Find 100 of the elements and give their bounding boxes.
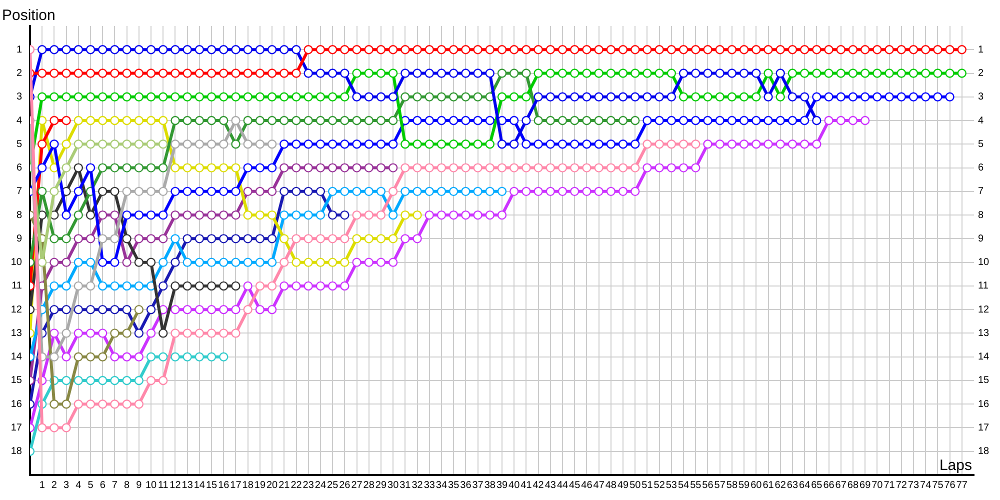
point — [50, 352, 59, 362]
point — [280, 258, 289, 267]
point — [182, 163, 192, 172]
x-tick-label: 48 — [605, 480, 617, 491]
point — [74, 210, 84, 220]
point — [328, 234, 338, 244]
point — [134, 234, 144, 244]
x-tick-label: 50 — [630, 480, 642, 491]
y-tick-label: 16 — [10, 398, 22, 410]
point — [424, 186, 434, 196]
y2-tick-label: 8 — [978, 210, 984, 221]
x-tick-label: 57 — [714, 480, 726, 491]
point — [50, 234, 59, 244]
x-tick-label: 9 — [136, 480, 142, 491]
x-tick-label: 56 — [702, 480, 714, 491]
point — [134, 116, 144, 126]
point — [304, 186, 313, 196]
point — [510, 68, 519, 78]
point — [352, 210, 362, 220]
point — [98, 234, 108, 244]
x-tick-label: 55 — [690, 480, 702, 491]
point — [388, 116, 398, 126]
point — [74, 352, 84, 362]
point — [219, 163, 228, 172]
point — [473, 92, 482, 102]
point — [134, 140, 144, 149]
x-tick-label: 34 — [436, 480, 448, 491]
y-tick-label: 7 — [16, 186, 22, 198]
point — [267, 234, 277, 244]
point — [231, 328, 240, 338]
y2-tick-label: 18 — [978, 446, 990, 458]
y2-tick-label: 1 — [978, 44, 984, 56]
point — [219, 328, 228, 338]
point — [267, 258, 277, 267]
point — [50, 258, 59, 267]
point — [182, 116, 192, 126]
x-tick-label: 35 — [448, 480, 460, 491]
point — [340, 163, 350, 172]
y2-tick-label: 4 — [978, 115, 984, 126]
point — [170, 352, 180, 362]
x-tick-label: 2 — [51, 480, 58, 491]
point — [110, 234, 120, 244]
point — [231, 140, 240, 149]
point — [158, 163, 168, 172]
point — [158, 140, 168, 149]
point — [86, 210, 96, 220]
y2-tick-label: 10 — [978, 257, 990, 268]
point — [86, 400, 96, 409]
point — [146, 116, 156, 126]
point — [243, 116, 252, 126]
point — [243, 234, 252, 244]
x-tick-label: 44 — [556, 480, 569, 491]
point — [110, 400, 120, 409]
y-tick-label: 12 — [10, 304, 22, 316]
point — [62, 163, 71, 172]
point — [316, 116, 326, 126]
point — [534, 163, 543, 172]
x-tick-label: 29 — [375, 480, 387, 491]
point — [50, 423, 59, 432]
point — [110, 281, 120, 291]
x-tick-label: 16 — [218, 480, 230, 491]
point — [594, 116, 604, 126]
x-tick-label: 61 — [762, 480, 774, 491]
point — [510, 163, 519, 172]
x-tick-label: 1 — [39, 480, 46, 491]
y2-tick-label: 12 — [978, 304, 990, 316]
point — [219, 234, 228, 244]
x-tick-label: 43 — [544, 480, 556, 491]
point — [376, 210, 386, 220]
point — [62, 328, 71, 338]
point — [316, 163, 326, 172]
x-tick-label: 41 — [520, 480, 532, 491]
x-tick-label: 66 — [823, 480, 835, 491]
point — [376, 116, 386, 126]
point — [231, 258, 240, 267]
point — [122, 140, 132, 149]
point — [170, 140, 180, 149]
y-tick-label: 14 — [10, 352, 22, 363]
point — [74, 140, 84, 149]
x-tick-label: 27 — [351, 480, 363, 491]
point — [461, 186, 470, 196]
point — [134, 400, 144, 409]
point — [546, 163, 556, 172]
point — [231, 210, 240, 220]
point — [255, 258, 265, 267]
x-tick-label: 21 — [278, 480, 290, 491]
point — [122, 186, 132, 196]
point — [158, 116, 168, 126]
point — [243, 186, 252, 196]
x-tick-label: 31 — [400, 480, 412, 491]
point — [376, 186, 386, 196]
point — [134, 258, 144, 267]
point — [194, 258, 204, 267]
x-tick-label: 51 — [642, 480, 654, 491]
point — [304, 234, 313, 244]
point — [558, 116, 568, 126]
x-tick-label: 71 — [884, 480, 896, 491]
point — [170, 281, 180, 291]
point — [182, 352, 192, 362]
point — [691, 140, 700, 149]
